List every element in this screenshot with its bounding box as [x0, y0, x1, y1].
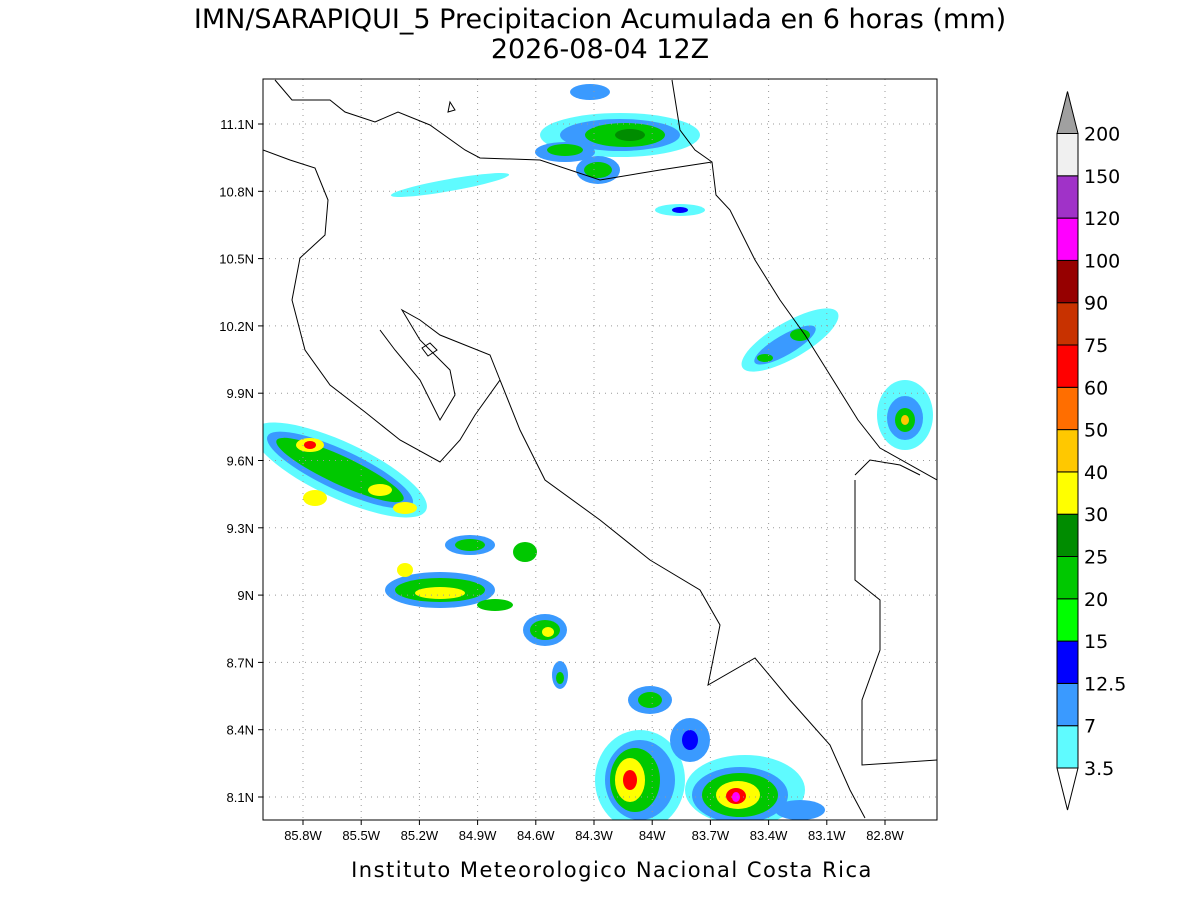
colorbar-box	[1056, 598, 1079, 642]
lon-label: 83.4W	[750, 828, 788, 843]
border-line	[274, 79, 713, 181]
lon-label: 83.1W	[808, 828, 846, 843]
colorbar-label: 150	[1084, 166, 1120, 188]
precip-fields	[263, 84, 933, 820]
lake-line	[421, 100, 456, 357]
colorbar-box	[1056, 682, 1079, 727]
lat-label: 9N	[237, 588, 254, 603]
precip-south	[595, 686, 825, 820]
colorbar-box	[1056, 217, 1079, 261]
lat-label: 8.1N	[227, 790, 254, 805]
lat-label: 9.3N	[227, 521, 254, 536]
lat-label: 9.9N	[227, 386, 254, 401]
map-frame	[262, 78, 938, 821]
colorbar-above	[1056, 91, 1079, 134]
colorbar-box	[1056, 259, 1079, 304]
colorbar-label: 7	[1084, 716, 1096, 738]
lat-label: 9.6N	[227, 454, 254, 469]
footer: Instituto Meteorologico Nacional Costa R…	[351, 858, 873, 882]
border-line	[854, 459, 937, 766]
colorbar-label: 15	[1084, 631, 1108, 653]
lon-label: 85.8W	[284, 828, 322, 843]
coastlines	[263, 79, 937, 819]
lon-label: 84.9W	[459, 828, 497, 843]
lon-label: 82.8W	[866, 828, 904, 843]
colorbar-box	[1056, 725, 1079, 769]
colorbar-label: 30	[1084, 504, 1108, 526]
colorbar-label: 3.5	[1084, 758, 1114, 780]
colorbar-label: 60	[1084, 377, 1108, 399]
lat-label: 8.7N	[227, 655, 254, 670]
colorbar-label: 75	[1084, 335, 1108, 357]
lon-label: 84.3W	[575, 828, 613, 843]
colorbar-box	[1056, 471, 1079, 515]
colorbar-box	[1056, 175, 1079, 219]
colorbar-box	[1056, 556, 1079, 600]
axis-ticks: 11.1N 10.8N 10.5N 10.2N 9.9N 9.6N 9.3N 9N 8.7N 8.…	[219, 117, 904, 843]
lon-label: 83.7W	[692, 828, 730, 843]
grid	[263, 79, 937, 820]
colorbar-label: 50	[1084, 420, 1108, 442]
coast-line	[671, 79, 937, 481]
lat-label: 10.2N	[219, 319, 254, 334]
title: IMN/SARAPIQUI_5 Precipitacion Acumulada …	[194, 4, 1006, 35]
lat-label: 10.8N	[219, 184, 254, 199]
colorbar-box	[1056, 302, 1079, 346]
lat-label: 10.5N	[219, 252, 254, 267]
subtitle: 2026-08-04 12Z	[491, 34, 709, 65]
colorbar-label: 200	[1084, 124, 1120, 146]
precip-caribbean	[741, 308, 933, 450]
coast-line	[263, 149, 501, 463]
colorbar: 3.5 7 12.5 15 20 25 30 40 50 60 75 90 100 120 150 200	[1056, 91, 1126, 811]
coast-line	[499, 379, 866, 819]
colorbar-box	[1056, 429, 1079, 473]
colorbar-label: 40	[1084, 462, 1108, 484]
colorbar-box	[1056, 386, 1079, 431]
colorbar-box	[1056, 133, 1079, 177]
lat-label: 11.1N	[220, 117, 254, 132]
colorbar-label: 120	[1084, 208, 1120, 230]
lon-label: 84W	[639, 828, 666, 843]
lon-label: 84.6W	[517, 828, 555, 843]
colorbar-box	[1056, 344, 1079, 388]
colorbar-below	[1056, 767, 1079, 811]
colorbar-box	[1056, 640, 1079, 684]
lat-label: 8.4N	[227, 723, 254, 738]
colorbar-label: 90	[1084, 293, 1108, 315]
lon-label: 85.5W	[342, 828, 380, 843]
lon-label: 85.2W	[401, 828, 439, 843]
colorbar-label: 20	[1084, 589, 1108, 611]
colorbar-label: 12.5	[1084, 673, 1126, 695]
colorbar-box	[1056, 513, 1079, 558]
precip-north	[390, 84, 705, 216]
precip-pacific	[263, 422, 568, 689]
colorbar-label: 25	[1084, 547, 1108, 569]
colorbar-label: 100	[1084, 250, 1120, 272]
